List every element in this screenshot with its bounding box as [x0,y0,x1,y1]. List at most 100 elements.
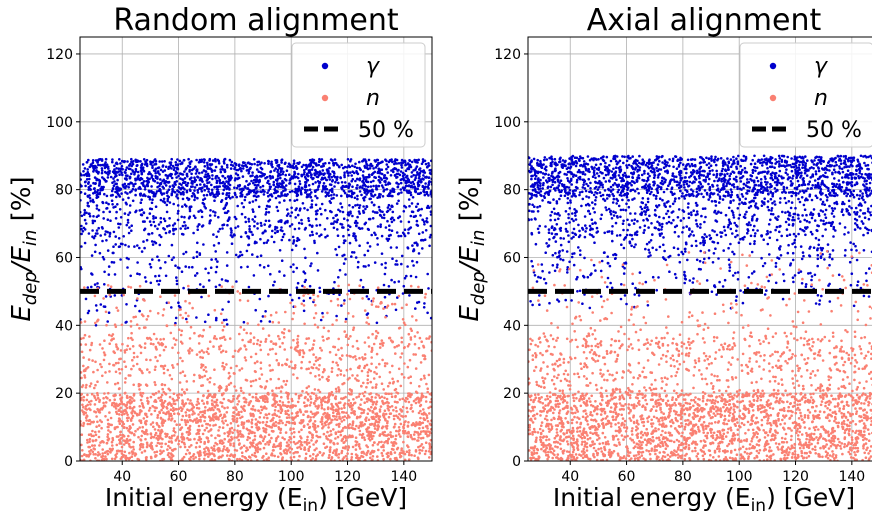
gamma-point [292,239,296,242]
neutron-point [355,339,359,343]
gamma-point [121,242,124,246]
gamma-point [213,185,216,189]
neutron-point [140,434,143,438]
neutron-point [398,418,402,421]
neutron-point [271,320,275,324]
gamma-point [352,234,355,238]
gamma-point [242,320,246,324]
neutron-point [111,444,114,447]
gamma-point [267,159,270,163]
gamma-point [153,224,157,228]
gamma-point [382,176,386,180]
neutron-point [309,395,312,398]
neutron-point [154,400,158,404]
neutron-point [387,415,391,419]
neutron-point [402,425,405,429]
gamma-point [151,243,155,246]
gamma-point [411,259,414,263]
gamma-point [115,210,118,214]
gamma-point [369,180,373,184]
neutron-point [177,442,180,446]
neutron-point [253,434,257,438]
neutron-point [274,445,277,449]
neutron-point [423,296,427,299]
gamma-point [330,222,333,225]
neutron-point [296,338,299,341]
gamma-point [108,235,111,238]
gamma-point [214,177,217,180]
gamma-point [419,180,423,184]
gamma-point [162,192,166,195]
neutron-point [171,409,175,413]
gamma-point [264,310,267,313]
gamma-point [413,185,417,189]
gamma-point [98,251,102,255]
gamma-point [247,235,250,238]
gamma-point [88,187,91,190]
neutron-point [152,342,155,346]
neutron-point [181,407,184,411]
neutron-point [86,366,90,369]
gamma-point [225,192,229,195]
gamma-point [218,178,222,182]
neutron-point [306,415,310,419]
neutron-point [296,334,300,338]
neutron-point [159,452,162,456]
gamma-point [274,159,277,162]
gamma-point [207,279,211,282]
gamma-point [390,229,394,232]
gamma-point [424,229,428,232]
gamma-point [237,176,241,180]
neutron-point [411,410,415,413]
neutron-point [123,412,126,416]
neutron-point [328,434,331,438]
neutron-point [387,454,390,458]
gamma-point [200,171,204,174]
gamma-point [362,170,365,173]
neutron-point [309,397,313,401]
neutron-point [246,448,249,452]
gamma-point [182,286,185,290]
neutron-point [230,437,234,441]
gamma-point [410,171,414,174]
gamma-point [136,261,139,264]
gamma-point [247,217,250,221]
gamma-point [248,167,252,171]
gamma-point [179,227,182,230]
gamma-point [159,235,163,239]
gamma-point [243,198,247,202]
neutron-point [249,332,252,335]
gamma-point [407,220,411,224]
gamma-point [106,230,109,234]
neutron-point [264,385,268,389]
neutron-point [190,349,194,352]
neutron-point [128,395,132,399]
neutron-point [235,364,238,368]
gamma-point [176,158,179,161]
neutron-point [254,423,258,426]
neutron-point [198,350,201,354]
gamma-point [410,202,414,205]
neutron-point [427,406,430,410]
neutron-point [97,435,101,439]
neutron-point [389,431,392,434]
neutron-point [251,395,255,399]
neutron-point [285,452,289,455]
gamma-point [297,227,301,230]
neutron-point [113,323,117,327]
neutron-point [89,403,92,406]
neutron-point [222,441,225,445]
neutron-point [91,444,94,447]
gamma-point [415,223,419,227]
gamma-point [84,184,87,188]
gamma-point [205,193,209,197]
gamma-point [247,183,250,187]
gamma-point [352,191,356,195]
gamma-point [226,175,230,178]
gamma-point [167,180,171,184]
neutron-point [235,419,239,423]
gamma-point [405,189,409,192]
gamma-point [119,169,122,173]
gamma-point [395,231,399,234]
gamma-point [330,194,333,197]
